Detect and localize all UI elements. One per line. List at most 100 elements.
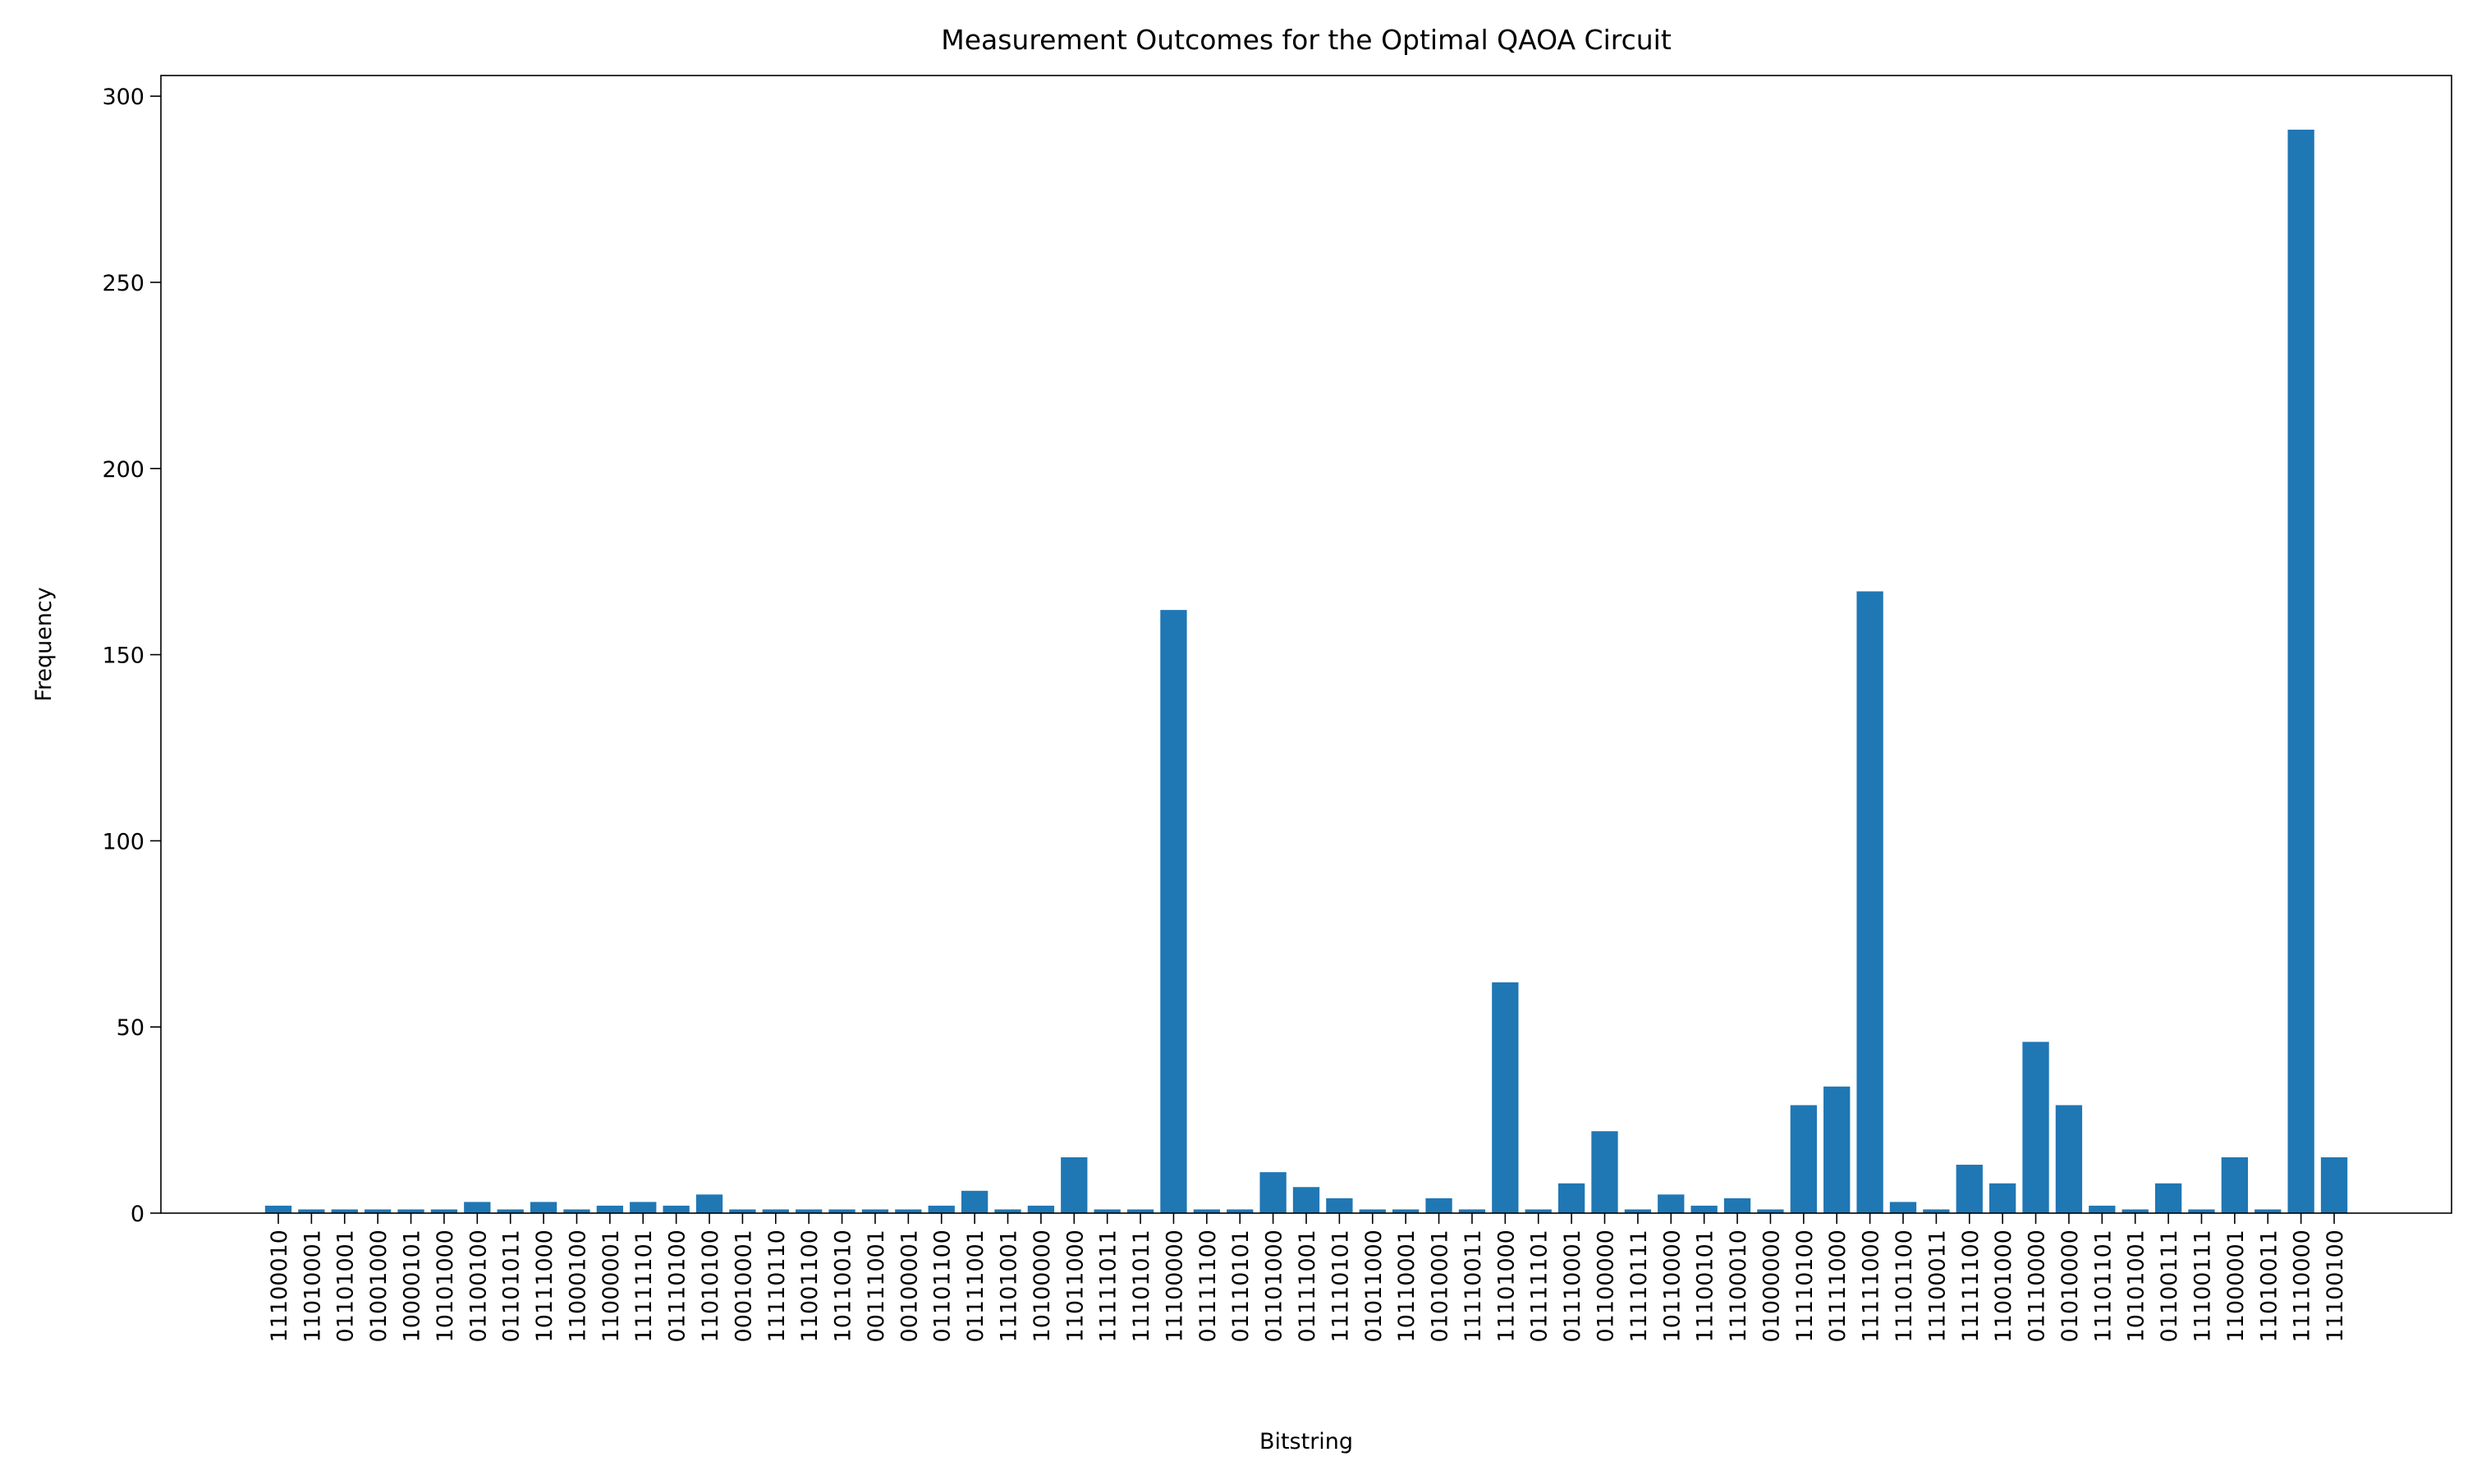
bar xyxy=(828,1209,855,1213)
bar xyxy=(1591,1131,1618,1213)
bar xyxy=(430,1209,458,1213)
x-tick-label: 11111101 xyxy=(631,1230,657,1342)
x-tick-label: 00010001 xyxy=(731,1230,756,1342)
x-tick-label: 01011000 xyxy=(1361,1230,1387,1342)
bar xyxy=(1425,1198,1452,1213)
x-tick-label: 11110100 xyxy=(1792,1230,1818,1342)
bar xyxy=(264,1205,292,1213)
x-tick-label: 10110010 xyxy=(831,1230,856,1342)
x-tick-label: 11111011 xyxy=(1096,1230,1122,1342)
x-tick-label: 11110011 xyxy=(1461,1230,1486,1342)
bar xyxy=(2188,1209,2215,1213)
bar xyxy=(364,1209,392,1213)
x-tick-label: 11101101 xyxy=(2090,1230,2116,1342)
x-tick-label: 11101011 xyxy=(1129,1230,1154,1342)
x-tick-label: 01101001 xyxy=(333,1230,359,1342)
bar xyxy=(1492,982,1519,1213)
bar xyxy=(1889,1202,1917,1213)
bar xyxy=(1988,1183,2016,1213)
x-tick-label: 00111001 xyxy=(864,1230,889,1342)
bar xyxy=(1126,1209,1154,1213)
bar xyxy=(1259,1172,1287,1213)
x-tick-label: 11000001 xyxy=(599,1230,624,1342)
y-tick-label: 50 xyxy=(117,1015,144,1041)
bar xyxy=(2287,130,2314,1213)
bar xyxy=(1227,1209,1254,1213)
x-tick-label: 11001000 xyxy=(1991,1230,2016,1342)
x-tick-label: 11010001 xyxy=(300,1230,325,1342)
x-tick-label: 10110000 xyxy=(1659,1230,1685,1342)
bar xyxy=(596,1205,624,1213)
bar xyxy=(729,1209,756,1213)
x-tick-label: 11110111 xyxy=(1626,1230,1652,1342)
x-tick-label: 11010100 xyxy=(698,1230,723,1342)
bar xyxy=(397,1209,424,1213)
bar xyxy=(695,1194,723,1213)
bar xyxy=(2221,1157,2249,1213)
bar xyxy=(1458,1209,1486,1213)
x-tick-label: 01111001 xyxy=(963,1230,989,1342)
y-tick-label: 100 xyxy=(102,829,144,854)
x-tick-label: 11101100 xyxy=(1892,1230,1917,1342)
bar xyxy=(1292,1187,1320,1213)
bar xyxy=(1525,1209,1552,1213)
x-tick-label: 10110001 xyxy=(1394,1230,1420,1342)
x-tick-label: 11100100 xyxy=(2323,1230,2348,1342)
bar xyxy=(663,1205,690,1213)
x-tick-label: 01101000 xyxy=(1262,1230,1287,1342)
bar xyxy=(928,1205,955,1213)
bar xyxy=(1956,1165,1983,1213)
x-tick-label: 11100010 xyxy=(267,1230,292,1342)
x-tick-label: 11011000 xyxy=(1062,1230,1088,1342)
bar xyxy=(1658,1194,1685,1213)
bar xyxy=(994,1209,1021,1213)
x-tick-label: 10101001 xyxy=(2124,1230,2149,1342)
bar xyxy=(1193,1209,1220,1213)
bar xyxy=(464,1202,491,1213)
bar xyxy=(1923,1209,1950,1213)
bar xyxy=(2055,1105,2083,1213)
y-tick-label: 300 xyxy=(102,85,144,110)
bar xyxy=(1392,1209,1420,1213)
x-tick-label: 01010000 xyxy=(2057,1230,2083,1342)
bar xyxy=(2320,1157,2348,1213)
bar xyxy=(1757,1209,1784,1213)
bar xyxy=(861,1209,889,1213)
bar xyxy=(530,1202,557,1213)
x-tick-label: 11100010 xyxy=(1726,1230,1751,1342)
bar xyxy=(497,1209,524,1213)
bar xyxy=(563,1209,590,1213)
x-tick-label: 10000101 xyxy=(400,1230,425,1342)
y-tick-label: 150 xyxy=(102,644,144,669)
chart-title: Measurement Outcomes for the Optimal QAO… xyxy=(941,24,1672,56)
x-tick-label: 01110001 xyxy=(1560,1230,1585,1342)
bar xyxy=(1027,1205,1055,1213)
x-tick-label: 10101000 xyxy=(433,1230,458,1342)
bar xyxy=(2154,1183,2182,1213)
bar xyxy=(2022,1042,2049,1213)
x-tick-label: 01100000 xyxy=(1593,1230,1618,1342)
bar xyxy=(1823,1086,1851,1213)
bar xyxy=(1326,1198,1353,1213)
x-tick-label: 01111000 xyxy=(1825,1230,1851,1342)
x-tick-label: 01110000 xyxy=(2025,1230,2050,1342)
bar xyxy=(1690,1205,1718,1213)
x-tick-label: 01101100 xyxy=(930,1230,956,1342)
bar xyxy=(1359,1209,1386,1213)
x-tick-label: 10100000 xyxy=(1030,1230,1055,1342)
x-tick-label: 01111100 xyxy=(1195,1230,1221,1342)
y-tick-label: 0 xyxy=(131,1202,144,1227)
bar xyxy=(1557,1183,1585,1213)
x-tick-label: 11000001 xyxy=(2223,1230,2249,1342)
y-tick-label: 200 xyxy=(102,457,144,483)
x-tick-label: 11110000 xyxy=(2290,1230,2315,1342)
x-tick-label: 01110101 xyxy=(1228,1230,1254,1342)
bar xyxy=(298,1209,325,1213)
x-tick-label: 01001000 xyxy=(366,1230,392,1342)
x-tick-label: 01111101 xyxy=(1527,1230,1553,1342)
bar xyxy=(1856,591,1883,1213)
x-tick-label: 11000100 xyxy=(565,1230,590,1342)
x-tick-label: 11100111 xyxy=(2190,1230,2215,1342)
bar xyxy=(331,1209,358,1213)
